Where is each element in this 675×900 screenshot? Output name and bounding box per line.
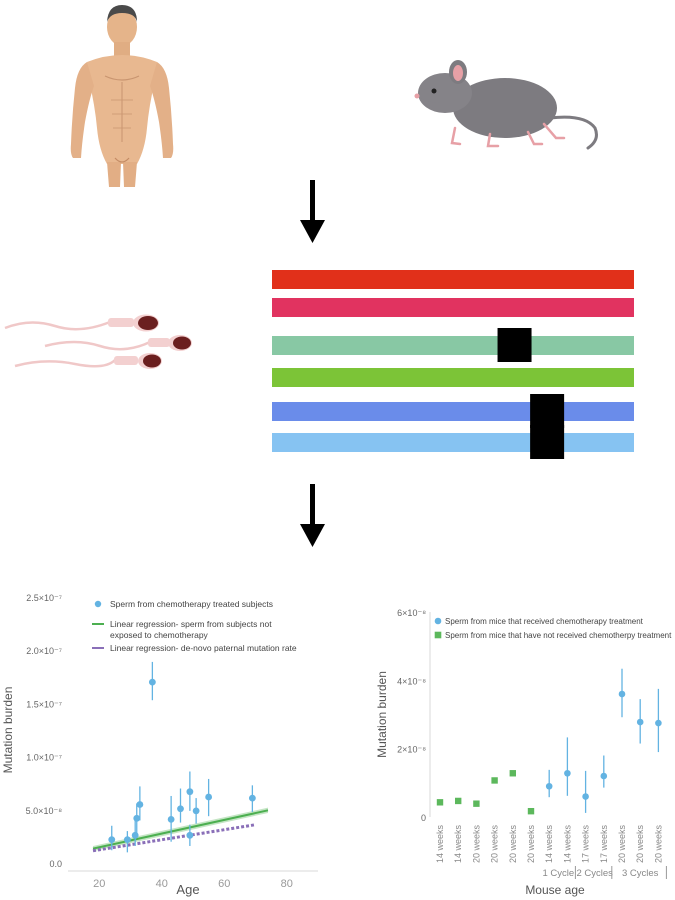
legend-label: Sperm from mice that have not received c… [445,631,672,640]
data-point-square [436,799,444,806]
arrow-down-icon [300,180,325,243]
data-point-square [509,770,516,777]
data-point-square [491,777,498,784]
sperm-illustration [4,314,192,369]
group-label: 1 Cycle [542,868,574,879]
data-point [186,831,194,839]
mouse-illustration [414,60,598,150]
x-tick-label: 60 [218,878,230,890]
x-axis-label: Age [176,882,199,897]
chart-mouse-age: 0 2×10⁻⁸ 4×10⁻⁸ 6×10⁻⁸ Mutation burden 14 wee… [375,608,672,897]
data-point [123,836,131,843]
x-tick-label: 17 weeks [581,825,591,864]
y-tick-label: 5.0×10⁻⁸ [26,806,63,816]
sperm-cell-icon [14,353,162,369]
human-illustration [70,5,174,187]
human-body-icon [70,5,174,187]
legend-marker [434,617,442,625]
x-tick-label: 40 [156,878,168,890]
data-point [582,793,589,800]
genome-bars [272,270,634,459]
genome-bar [272,298,634,317]
data-point [205,793,213,801]
x-tick-label: 14 weeks [544,825,554,864]
group-label: 3 Cycles [622,868,659,879]
data-point [133,814,141,822]
x-tick-label: 14 weeks [562,825,572,864]
data-point [600,772,608,780]
y-tick-label: 2.5×10⁻⁷ [26,593,62,603]
y-tick-label: 2.0×10⁻⁷ [26,646,62,656]
down-arrow-2 [300,484,325,547]
x-tick-label: 20 weeks [635,825,645,864]
x-tick-label: 20 weeks [471,825,481,864]
x-axis-label: Mouse age [525,883,585,897]
y-tick-label: 0.0 [49,859,62,869]
y-tick-label: 1.0×10⁻⁷ [26,753,62,763]
legend-label: exposed to chemotherapy [110,630,209,640]
data-point [148,678,156,686]
y-tick-label: 2×10⁻⁸ [397,745,426,755]
genome-bar [272,270,634,289]
y-tick-label: 6×10⁻⁸ [397,608,426,618]
data-point [136,801,144,808]
data-point [186,788,194,796]
genome-bar [272,336,634,355]
legend-marker [94,600,102,608]
y-tick-label: 0 [421,813,426,823]
data-point [177,805,184,813]
x-tick-label: 20 [93,878,105,890]
legend-label: Sperm from mice that received chemothera… [445,617,644,626]
data-point [167,815,175,823]
group-label: 2 Cycles [576,868,613,879]
regression-line-no-chemo [92,809,269,850]
x-tick-label: 17 weeks [599,825,609,864]
x-tick-label: 80 [281,878,293,890]
x-tick-label: 20 weeks [490,825,500,864]
data-point [618,690,626,698]
mutation-block [530,394,565,428]
x-tick-label: 20 weeks [653,825,663,864]
x-tick-label: 20 weeks [508,825,518,864]
data-point [248,794,256,802]
x-tick-label: 14 weeks [453,825,463,864]
sperm-cell-icon [4,314,159,332]
mouse-icon [414,60,598,150]
arrow-down-icon [300,484,325,547]
data-point [636,718,644,726]
data-point-square [455,797,462,805]
data-point [131,831,139,839]
x-tick-label: 14 weeks [435,825,445,864]
y-tick-label: 4×10⁻⁸ [397,676,426,686]
legend-marker [434,631,442,639]
data-point-square [527,807,535,815]
x-tick-label: 20 weeks [526,825,536,864]
legend-label: Linear regression- sperm from subjects n… [110,619,272,629]
x-tick-label: 20 weeks [617,825,627,864]
sperm-cell-icon [44,335,192,351]
data-point [564,769,571,777]
genome-bar [272,402,634,421]
down-arrow-1 [300,180,325,243]
genome-bar [272,433,634,452]
mutation-block [530,425,565,459]
data-point-square [473,800,480,807]
regression-line-de-novo [92,823,256,853]
legend-label: Sperm from chemotherapy treated subjects [110,599,273,609]
data-point [655,719,662,727]
mutation-block [497,328,532,362]
y-axis-label: Mutation burden [1,687,15,774]
chart-human-age: 0.0 5.0×10⁻⁸ 1.0×10⁻⁷ 1.5×10⁻⁷ 2.0×10⁻⁷ 2.5×1… [1,593,318,897]
data-point [192,807,200,815]
data-point [108,836,116,843]
genome-bar [272,368,634,387]
y-tick-label: 1.5×10⁻⁷ [26,699,62,709]
legend-label: Linear regression- de-novo paternal muta… [110,643,297,653]
data-point [545,782,553,790]
y-axis-label: Mutation burden [375,671,389,758]
